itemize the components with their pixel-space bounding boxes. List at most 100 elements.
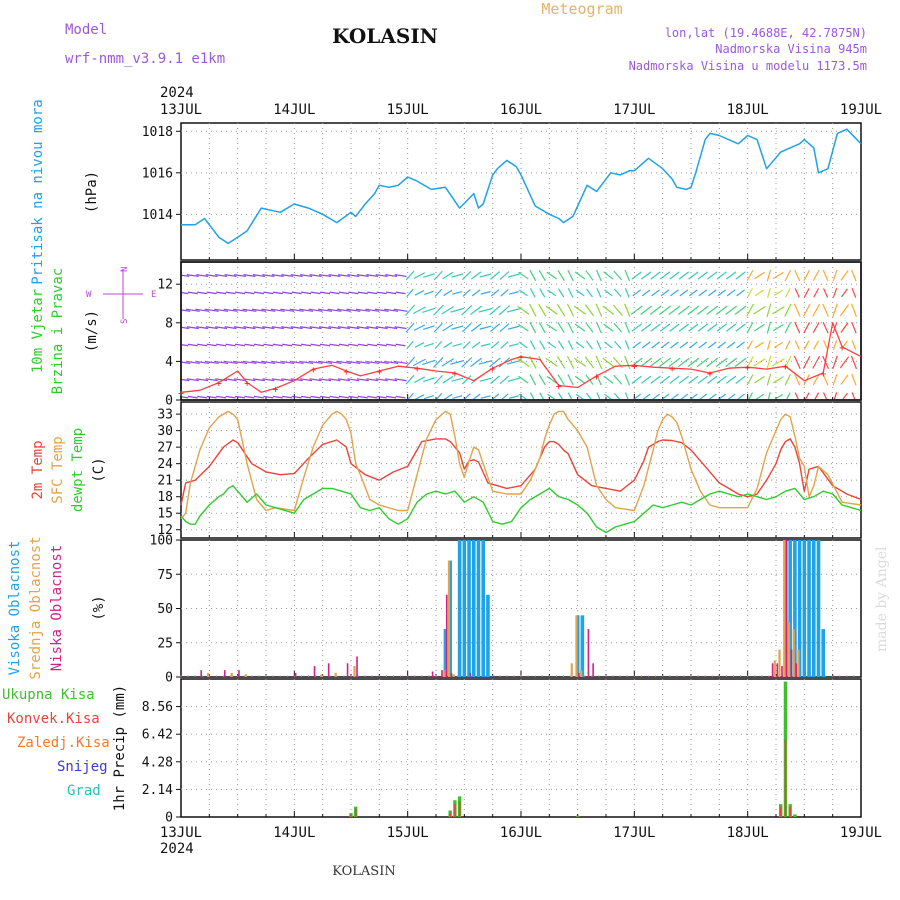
wind-arrow [716, 323, 727, 332]
wind-arrow [659, 305, 671, 315]
wind-arrow [234, 326, 247, 330]
wind-arrow [414, 394, 425, 400]
high-cloud-bar [575, 615, 580, 677]
wind-arrow [725, 357, 738, 368]
wind-arrow [301, 395, 312, 399]
low-cloud-title: Niska Oblacnost [49, 545, 65, 671]
wind-arrow [575, 393, 585, 400]
wind-arrow [659, 271, 671, 280]
wind-arrow [319, 274, 332, 278]
wind-arrow [529, 322, 537, 334]
temperature-panel-frame [180, 401, 862, 539]
wind-arrow [641, 341, 651, 349]
wind-arrow [385, 326, 398, 330]
wind-arrow [650, 375, 661, 384]
wind-arrow [803, 288, 810, 298]
wind-arrow [205, 274, 218, 278]
wind-arrow [631, 323, 642, 332]
wind-arrow [822, 374, 829, 386]
wind-arrow [244, 291, 255, 295]
wind-arrow [707, 393, 717, 400]
convective-rain-bar [454, 804, 456, 817]
day-label-bottom: 16JUL [500, 825, 542, 841]
wind-arrow [746, 355, 754, 369]
wind-unit: (m/s) [84, 310, 100, 352]
wind-arrow [631, 271, 642, 280]
wind-speed-marker: + [669, 364, 675, 375]
wind-arrow [804, 392, 810, 400]
wind-title-2: Brzina i Pravac [50, 268, 66, 394]
wind-arrow [346, 308, 361, 312]
wind-arrow [357, 395, 368, 399]
wind-arrow [529, 269, 537, 282]
wind-arrow [747, 340, 753, 350]
wind-arrow [678, 375, 690, 384]
wind-arrow [754, 341, 765, 349]
wind-arrow [649, 305, 662, 315]
wind-arrow [205, 378, 218, 382]
high-cloud-title: Visoka Oblacnost [7, 541, 23, 676]
wind-arrow [793, 355, 801, 369]
wind-speed-marker: + [594, 372, 600, 383]
wind-arrow [668, 305, 681, 315]
wind-arrow [659, 375, 671, 384]
wind-arrow [651, 289, 660, 297]
wind-arrow [822, 321, 829, 334]
wind-arrow [386, 291, 397, 295]
wind-arrow [356, 274, 369, 278]
wind-arrow [280, 308, 295, 312]
high-cloud-bar [788, 540, 792, 677]
legend-graupel: Grad [67, 783, 101, 799]
wind-arrow [773, 393, 783, 400]
wind-speed-marker: + [490, 364, 496, 375]
wind-arrow [689, 393, 698, 400]
wind-arrow [754, 323, 765, 332]
wind-arrow [253, 395, 264, 399]
sfc-temp-line [180, 410, 862, 520]
y-tick-label: 100 [150, 534, 173, 549]
wind-arrow [461, 357, 473, 368]
wind-arrow [546, 375, 557, 384]
wind-arrow [584, 356, 595, 369]
wind-arrow [414, 290, 425, 296]
wind-arrow [413, 376, 426, 384]
low-cloud-bar [200, 670, 202, 677]
wind-arrow [641, 289, 651, 297]
wind-arrow [395, 395, 406, 399]
convective-rain-bar [449, 813, 451, 817]
wind-arrow [547, 289, 557, 297]
wind-arrow [725, 305, 738, 315]
wind-arrow [195, 360, 210, 365]
wind-arrow [832, 340, 838, 350]
wind-arrow [348, 343, 359, 347]
wind-arrow [234, 378, 247, 382]
wind-arrow [479, 325, 492, 330]
product-title: Meteogram [541, 0, 622, 18]
wind-arrow [612, 304, 623, 316]
y-tick-label: 8.56 [142, 700, 173, 715]
wind-arrow [225, 395, 236, 399]
wind-arrow [367, 343, 378, 347]
wind-arrow [679, 341, 689, 349]
wind-title-1: 10m Vjetar [30, 289, 46, 373]
mid-cloud-bar [778, 649, 781, 677]
wind-arrow [772, 306, 785, 315]
day-label-bottom: 17JUL [613, 825, 655, 841]
wind-arrow [224, 274, 237, 278]
wind-arrow [186, 274, 199, 278]
wind-arrow [234, 395, 246, 399]
wind-arrow [567, 321, 574, 334]
wind-arrow [405, 374, 415, 385]
wind-arrow [272, 395, 283, 399]
wind-arrow [347, 378, 360, 382]
wind-speed-marker: + [518, 353, 524, 364]
wind-arrow [669, 375, 680, 384]
high-cloud-bar [457, 540, 462, 677]
wind-arrow [507, 325, 520, 330]
footer-station: KOLASIN [332, 864, 395, 879]
wind-arrow [716, 271, 727, 280]
day-label-bottom: 14JUL [273, 825, 315, 841]
model-elevation-text: Nadmorska Visina u modelu 1173.5m [629, 59, 867, 73]
wind-arrow [670, 393, 679, 400]
